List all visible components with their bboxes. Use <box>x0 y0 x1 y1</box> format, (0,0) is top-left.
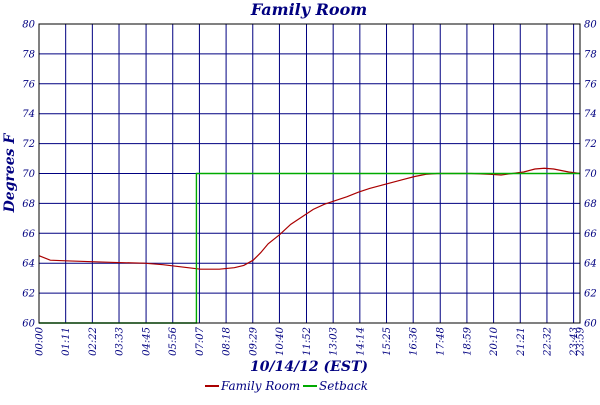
y-tick-label-left: 80 <box>22 20 35 31</box>
y-tick-label-left: 66 <box>22 229 35 240</box>
y-tick-label-right: 78 <box>584 49 597 60</box>
y-tick-label-left: 62 <box>22 289 35 300</box>
x-tick-label: 03:33 <box>115 327 126 356</box>
series <box>38 167 581 324</box>
x-tick-label: 01:11 <box>61 327 72 356</box>
x-tick-label: 00:00 <box>35 326 46 355</box>
x-tick-label: 15:25 <box>382 327 393 356</box>
series-line-family-room <box>38 167 581 270</box>
y-tick-label-right: 80 <box>584 20 597 31</box>
x-tick-label: 14:14 <box>355 327 366 356</box>
x-tick-label: 09:29 <box>248 326 259 355</box>
chart-title: Family Room <box>250 0 367 19</box>
x-tick-label: 23:43 <box>569 327 580 357</box>
y-tick-label-right: 64 <box>584 259 597 270</box>
x-tick-label: 13:03 <box>329 327 340 356</box>
x-tick-label: 21:21 <box>516 327 527 357</box>
x-tick-label: 17:48 <box>436 327 447 356</box>
x-tick-label: 07:07 <box>195 326 206 355</box>
y-tick-label-left: 60 <box>22 319 35 330</box>
legend-label: Setback <box>319 379 368 393</box>
x-tick-label: 11:52 <box>302 327 313 356</box>
y-tick-label-right: 74 <box>584 109 597 120</box>
x-tick-label: 20:10 <box>489 326 500 356</box>
y-tick-label-right: 68 <box>584 199 597 210</box>
y-tick-label-right: 60 <box>584 319 597 330</box>
y-tick-label-right: 66 <box>584 229 597 240</box>
legend-label: Family Room <box>220 379 300 393</box>
legend: Family Room Setback <box>205 379 368 393</box>
x-tick-label: 05:56 <box>168 326 179 355</box>
y-tick-label-left: 78 <box>22 49 35 60</box>
x-tick-label: 08:18 <box>222 327 233 356</box>
x-axis-label: 10/14/12 (EST) <box>250 359 368 375</box>
y-tick-label-right: 76 <box>584 79 597 90</box>
x-tick-label: 04:45 <box>142 327 153 356</box>
x-tick-label: 16:36 <box>409 326 420 355</box>
y-tick-label-right: 70 <box>584 169 597 180</box>
tick-labels: 60 60 62 62 64 64 66 66 68 68 70 70 72 72 74 74 76 76 78 78… <box>22 20 597 357</box>
y-tick-label-left: 64 <box>22 259 35 270</box>
x-tick-label: 22:32 <box>542 327 553 357</box>
y-tick-label-left: 68 <box>22 199 35 210</box>
y-tick-label-left: 72 <box>22 139 35 150</box>
x-tick-label: 18:59 <box>462 326 473 355</box>
y-tick-label-left: 76 <box>22 79 35 90</box>
x-tick-label: 23:59 <box>576 326 587 356</box>
y-tick-label-left: 74 <box>22 109 35 120</box>
y-axis-label: Degrees F <box>2 133 18 214</box>
y-tick-label-right: 62 <box>584 289 597 300</box>
x-tick-label: 02:22 <box>88 327 99 356</box>
y-tick-label-left: 70 <box>22 169 35 180</box>
x-tick-label: 10:40 <box>275 326 286 355</box>
series-line-setback <box>39 172 580 324</box>
plot-frame <box>38 23 581 324</box>
y-tick-label-right: 72 <box>584 139 597 150</box>
